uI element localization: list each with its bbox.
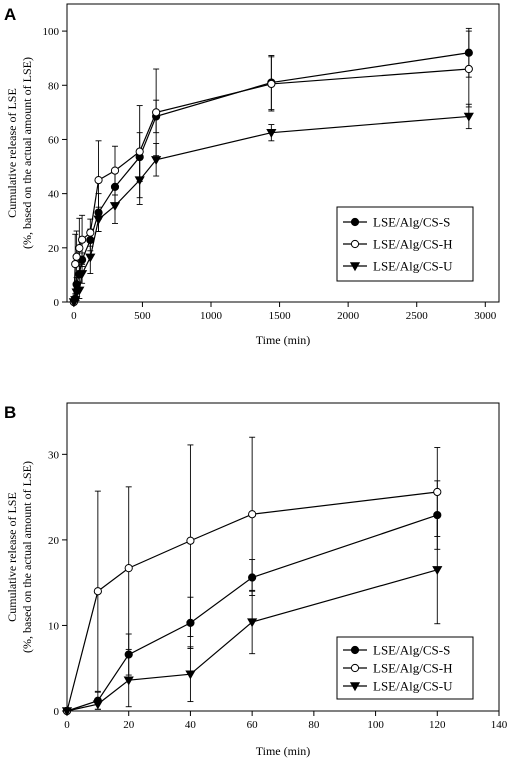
x-tick-label: 1500 <box>269 310 292 322</box>
y-tick-label: 0 <box>54 297 60 309</box>
x-tick-label: 40 <box>185 719 197 731</box>
x-tick-label: 2000 <box>337 310 360 322</box>
data-point <box>72 252 81 261</box>
plot-frame <box>66 402 500 712</box>
y-tick-label: 0 <box>54 706 60 718</box>
data-point <box>70 296 81 306</box>
series-lse-alg-cs-h <box>62 436 442 716</box>
x-tick-label: 120 <box>429 719 446 731</box>
data-point <box>185 670 196 680</box>
x-tick-label: 20 <box>123 719 135 731</box>
data-point <box>71 259 80 269</box>
series-line <box>66 514 438 712</box>
legend-label: LSE/Alg/CS-U <box>373 679 453 694</box>
x-tick-label: 500 <box>134 310 151 322</box>
y-axis-label-line2: (%, based on the actual amount of LSE) <box>20 57 34 249</box>
series-lse-alg-cs-u <box>61 515 443 717</box>
legend-marker <box>349 262 361 272</box>
series-line <box>66 569 438 712</box>
y-axis-label-line2: (%, based on the actual amount of LSE) <box>20 461 34 653</box>
data-point <box>110 166 120 175</box>
x-tick-label: 1000 <box>200 310 223 322</box>
legend: LSE/Alg/CS-S LSE/Alg/CS-H LSE/Alg/CS-U <box>336 636 474 700</box>
x-axis-label: Time (min) <box>256 744 311 758</box>
data-point <box>134 176 145 186</box>
data-point <box>124 564 133 573</box>
data-point <box>135 147 144 156</box>
data-point <box>267 79 276 89</box>
x-tick-label: 3000 <box>474 310 497 322</box>
legend-marker <box>350 645 360 655</box>
data-point <box>75 243 84 253</box>
x-tick-label: 0 <box>64 719 70 731</box>
y-tick-label: 30 <box>48 449 60 461</box>
data-point <box>61 707 73 717</box>
data-point <box>247 618 258 628</box>
legend-marker <box>350 663 360 673</box>
data-point <box>152 108 161 117</box>
data-point <box>248 510 257 519</box>
data-point <box>93 215 104 225</box>
data-point <box>94 175 103 185</box>
data-point <box>186 536 195 545</box>
data-point <box>85 253 96 263</box>
x-axis-label: Time (min) <box>256 333 311 347</box>
y-tick-label: 10 <box>48 620 60 632</box>
panel-a: 0 500 1000 1500 2000 2500 3000 0 20 40 60 80 100 Time… <box>4 3 500 347</box>
x-tick-label: 80 <box>308 719 320 731</box>
data-point <box>266 128 277 138</box>
legend-label: LSE/Alg/CS-H <box>373 661 452 676</box>
legend-label: LSE/Alg/CS-H <box>373 237 452 252</box>
legend-label: LSE/Alg/CS-U <box>373 259 453 274</box>
legend: LSE/Alg/CS-S LSE/Alg/CS-H LSE/Alg/CS-U <box>336 206 474 282</box>
panel-label: B <box>4 403 16 422</box>
x-tick-label: 100 <box>367 719 384 731</box>
x-tick-label: 140 <box>491 719 508 731</box>
series-lse-alg-cs-u <box>68 103 474 308</box>
data-point <box>123 676 134 686</box>
y-tick-label: 20 <box>48 535 60 547</box>
legend-marker <box>350 217 360 227</box>
x-tick-label: 0 <box>71 310 77 322</box>
y-axis-label-line1: Cumulative release of LSE <box>5 88 19 218</box>
data-point <box>77 235 87 244</box>
panel-label: A <box>4 5 16 24</box>
y-tick-label: 60 <box>48 134 60 146</box>
y-tick-label: 100 <box>43 26 60 38</box>
plot-frame <box>66 3 500 303</box>
x-tick-label: 2500 <box>406 310 429 322</box>
legend-label: LSE/Alg/CS-S <box>373 643 450 658</box>
legend-marker <box>349 682 361 692</box>
data-point <box>433 487 442 497</box>
legend-marker <box>350 239 360 249</box>
y-tick-label: 80 <box>48 80 60 92</box>
data-point <box>432 566 443 576</box>
legend-label: LSE/Alg/CS-S <box>373 215 450 230</box>
data-point <box>463 112 474 122</box>
data-point <box>92 700 103 710</box>
series-line <box>66 491 438 712</box>
data-point <box>109 202 121 212</box>
panel-b: 0 20 40 60 80 100 120 140 0 10 20 30 Time (min) Cumul… <box>4 402 508 758</box>
y-tick-label: 20 <box>48 243 60 255</box>
data-point <box>151 156 162 165</box>
y-axis-label-line1: Cumulative release of LSE <box>5 492 19 622</box>
data-point <box>93 587 102 596</box>
data-point <box>74 286 85 296</box>
data-point <box>464 64 473 74</box>
data-point <box>86 228 95 237</box>
data-point <box>76 270 88 280</box>
x-tick-label: 60 <box>247 719 259 731</box>
y-tick-label: 40 <box>48 189 60 201</box>
